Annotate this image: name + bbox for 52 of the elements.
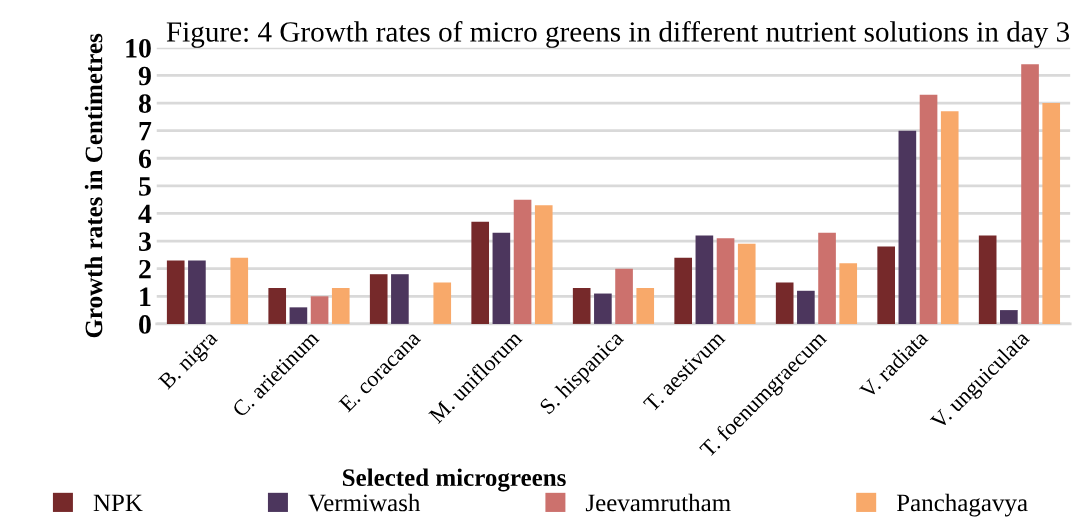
bar [268,288,287,324]
bar [797,290,815,324]
bar [940,111,959,324]
y-tick-label: 4 [138,204,152,224]
y-tick-label: 6 [138,149,152,169]
bar [839,263,858,324]
bar [166,260,185,324]
bar [615,268,633,324]
bar [331,288,350,324]
y-tick-label: 10 [126,38,151,58]
legend-label: Panchagavya [896,493,1028,517]
y-tick-label: 8 [138,94,151,113]
legend-label: Jeevamrutham [585,493,731,512]
chart-title: Figure: 4 Growth rates of micro greens in different nutrient solutions in day 3 [166,20,1070,48]
bar [1000,310,1018,324]
bar [898,130,917,324]
legend-label: NPK [93,494,143,512]
bar [1042,103,1061,324]
bar [369,274,388,324]
y-tick-label: 5 [139,177,151,196]
bar [391,274,409,324]
legend-label: Vermiwash [308,493,421,512]
bar [513,199,532,324]
y-axis-title: Growth rates in Centimetres [84,33,103,338]
y-tick-label: 0 [139,315,151,334]
bar [471,221,490,324]
bar [978,235,997,324]
bar [594,293,612,324]
y-tick-label: 3 [139,232,151,251]
y-tick-label: 1 [140,287,151,306]
x-axis-title: Selected microgreens [342,468,566,492]
bar [433,282,452,324]
bar [695,235,714,324]
bar [716,238,735,324]
bar [188,260,206,324]
bar [1021,64,1039,324]
bar [775,282,794,324]
bar [818,232,836,324]
bar [919,94,938,324]
bar [737,243,756,324]
bar [572,288,591,324]
bar [492,232,511,324]
bar [310,296,329,324]
bar [674,257,693,324]
bar [877,246,895,324]
y-tick-label: 7 [139,122,152,141]
y-tick-label: 9 [138,66,151,86]
bar [534,205,553,324]
y-tick-label: 2 [139,259,151,279]
bar [230,257,249,324]
bar [636,288,655,324]
bar [289,307,308,324]
